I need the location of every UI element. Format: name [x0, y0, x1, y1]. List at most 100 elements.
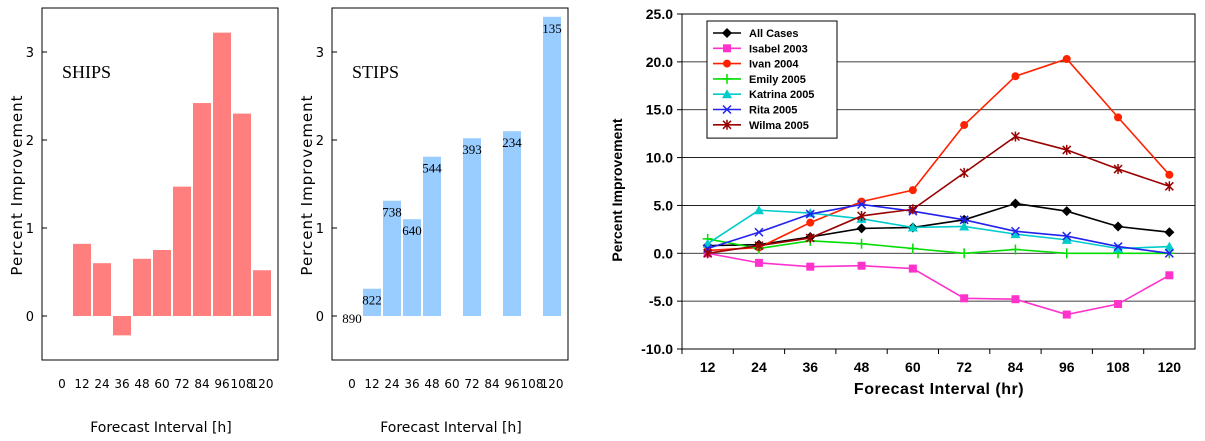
legend-swatch-marker — [722, 104, 732, 115]
ships-bar — [153, 250, 171, 316]
ships-x-tick-label: 96 — [214, 377, 229, 391]
series-point-isabel-2003 — [960, 294, 969, 303]
series-point-ivan-2004 — [857, 197, 866, 206]
series-point-ivan-2004 — [1062, 54, 1071, 63]
series-point-all-cases — [856, 223, 867, 234]
storm-x-axis-label: Forecast Interval (hr) — [854, 381, 1024, 398]
series-point-rita-2005 — [857, 199, 867, 210]
storm-x-tick-label: 72 — [956, 359, 972, 375]
storm-x-tick-label: 24 — [751, 359, 767, 375]
series-point-isabel-2003 — [1165, 271, 1174, 280]
stips-data-label: 393 — [462, 142, 482, 157]
stips-data-label: 822 — [362, 293, 382, 308]
storm-x-tick-label: 96 — [1059, 359, 1075, 375]
stips-data-label: 544 — [422, 161, 442, 176]
stips-bar — [363, 288, 381, 316]
storm-y-tick-label: 20.0 — [646, 54, 673, 70]
series-point-rita-2005 — [959, 215, 969, 225]
stips-x-tick-label: 72 — [464, 377, 479, 391]
series-point-emily-2005 — [907, 243, 918, 254]
ships-bar — [213, 32, 231, 316]
series-point-wilma-2005 — [1010, 131, 1020, 142]
series-point-wilma-2005 — [754, 240, 764, 251]
storm-y-tick-label: 5.0 — [654, 197, 674, 213]
storm-line-chart: 25.0 20.0 15.0 10.0 5.0 0.0 -5.0 -10.0 12 24 36 48… — [609, 6, 1196, 398]
series-point-isabel-2003 — [754, 258, 763, 267]
stips-annotation: STIPS — [352, 62, 399, 82]
storm-x-tick-label: 84 — [1008, 359, 1024, 375]
ships-x-tick-label: 60 — [154, 377, 169, 391]
stips-bar — [403, 219, 421, 316]
legend-swatch-marker — [723, 44, 731, 53]
series-point-ivan-2004 — [908, 186, 917, 195]
series-point-wilma-2005 — [959, 167, 969, 178]
series-point-rita-2005 — [754, 227, 764, 237]
series-point-isabel-2003 — [857, 261, 866, 270]
legend-label: All Cases — [749, 28, 799, 40]
stips-y-axis-label: Percent Improvement — [298, 94, 316, 275]
legend-label: Isabel 2003 — [749, 43, 808, 55]
stips-x-tick-label: 48 — [424, 377, 439, 391]
series-point-all-cases — [1164, 227, 1175, 238]
series-point-wilma-2005 — [703, 248, 713, 259]
ships-x-tick-label: 84 — [194, 377, 209, 391]
stips-data-label: 640 — [402, 223, 422, 238]
series-point-rita-2005 — [1113, 242, 1123, 252]
series-point-ivan-2004 — [1165, 170, 1174, 179]
ships-bar — [233, 113, 251, 316]
ships-x-axis-label: Forecast Interval [h] — [90, 420, 232, 436]
stips-x-tick-label: 24 — [384, 377, 399, 391]
series-point-wilma-2005 — [857, 210, 867, 221]
series-point-katrina-2005 — [907, 222, 918, 232]
legend-label: Emily 2005 — [749, 74, 806, 86]
series-point-isabel-2003 — [806, 262, 815, 271]
stips-bar — [463, 138, 481, 316]
stips-x-tick-label: 108 — [521, 377, 544, 391]
stips-x-tick-label: 96 — [504, 377, 519, 391]
ships-annotation: SHIPS — [62, 62, 111, 82]
stips-bar — [543, 16, 561, 317]
stips-x-tick-label: 0 — [348, 377, 356, 391]
legend-label: Katrina 2005 — [749, 89, 814, 101]
legend-swatch-marker — [722, 89, 732, 99]
legend-label: Ivan 2004 — [749, 59, 799, 71]
series-point-rita-2005 — [805, 209, 815, 219]
stips-bar — [503, 131, 521, 316]
series-line-emily-2005 — [707, 238, 1170, 255]
series-point-rita-2005 — [1010, 226, 1020, 236]
series-point-katrina-2005 — [1010, 229, 1021, 239]
storm-y-axis-label: Percent Improvement — [609, 118, 625, 261]
storm-y-tick-label: 25.0 — [646, 6, 673, 22]
series-line-all-cases — [707, 202, 1170, 247]
series-point-katrina-2005 — [959, 221, 970, 231]
stips-data-label: 135 — [542, 21, 562, 36]
ships-bar — [193, 103, 211, 316]
series-point-wilma-2005 — [1062, 144, 1072, 155]
series-point-all-cases — [1113, 221, 1124, 232]
stips-plot-frame — [331, 7, 569, 361]
ships-x-tick-label: 12 — [74, 377, 89, 391]
ships-x-tick-label: 108 — [231, 377, 254, 391]
stips-y-tick-label: 1 — [316, 222, 324, 237]
ships-y-tick-label: 1 — [26, 222, 34, 237]
stips-data-label: 738 — [382, 205, 402, 220]
legend-label: Wilma 2005 — [749, 120, 809, 132]
series-line-katrina-2005 — [707, 209, 1170, 250]
storm-x-tick-label: 12 — [700, 359, 716, 375]
stips-x-tick-label: 12 — [364, 377, 379, 391]
stips-data-label: 890 — [342, 311, 362, 326]
legend-swatch-marker — [722, 119, 732, 130]
storm-y-tick-label: -10.0 — [641, 341, 673, 357]
series-point-emily-2005 — [856, 238, 867, 249]
series-point-all-cases — [1010, 198, 1021, 209]
stips-bar — [423, 156, 441, 316]
series-point-isabel-2003 — [1114, 300, 1123, 309]
legend-label: Rita 2005 — [749, 105, 797, 117]
series-line-rita-2005 — [707, 203, 1170, 255]
stips-x-tick-label: 36 — [404, 377, 419, 391]
stips-data-label: 234 — [502, 135, 522, 150]
series-point-wilma-2005 — [805, 232, 815, 243]
series-point-rita-2005 — [1164, 248, 1174, 258]
